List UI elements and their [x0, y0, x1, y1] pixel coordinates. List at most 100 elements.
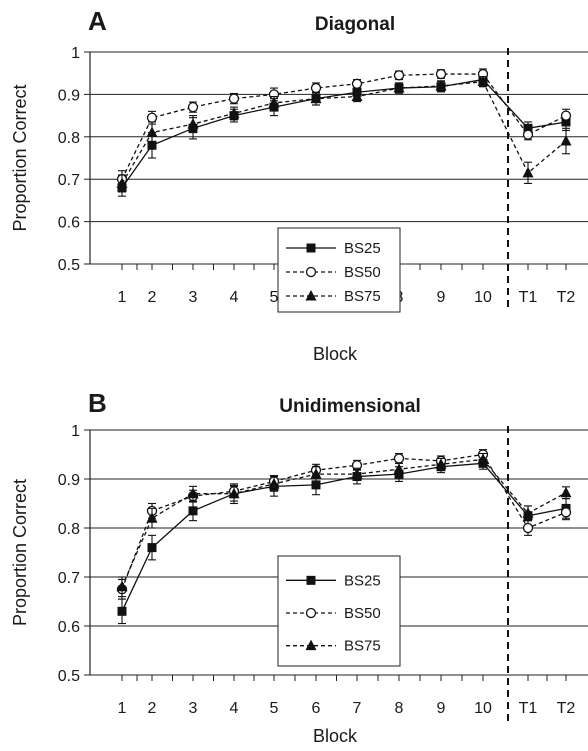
legend-label: BS75 [344, 288, 381, 305]
legend-box [277, 227, 401, 313]
legend-label: BS25 [344, 240, 381, 257]
data-point [268, 477, 280, 489]
data-point [228, 93, 240, 104]
data-point [147, 140, 157, 150]
legend-label: BS50 [344, 605, 381, 622]
data-point [116, 580, 128, 592]
data-point [187, 487, 199, 499]
y-tick-label: 0.8 [58, 130, 80, 147]
y-axis-label: Proportion Correct [10, 479, 30, 626]
x-tick-label: 2 [148, 700, 157, 717]
x-tick-label: 8 [395, 700, 404, 717]
x-axis-label: Block [313, 344, 358, 364]
y-tick-label: 1 [71, 45, 80, 62]
x-tick-label: 7 [353, 700, 362, 717]
data-point [393, 453, 405, 464]
data-point [560, 507, 572, 518]
legend-label: BS50 [344, 264, 381, 281]
data-point [522, 507, 534, 518]
data-point [393, 82, 405, 93]
data-point [228, 107, 240, 118]
legend-label: BS25 [344, 572, 381, 589]
y-tick-label: 0.7 [58, 570, 80, 587]
y-tick-label: 0.5 [58, 257, 80, 274]
y-tick-label: 0.5 [58, 668, 80, 685]
chart-panel-b: B Unidimensional 0.5 0.6 0.7 0.8 0.9 1 1 2 3 4 5 6 7 8 9… [10, 388, 588, 746]
data-point [146, 126, 158, 138]
legend-marker [305, 639, 317, 651]
data-point [146, 112, 158, 123]
data-point [187, 101, 199, 113]
legend: BS25 BS50 BS75 [277, 227, 401, 313]
data-point [523, 123, 533, 133]
series-bs25 [117, 72, 571, 197]
y-tick-label: 1 [71, 423, 80, 440]
x-tick-label: T2 [557, 700, 576, 717]
y-tick-label: 0.9 [58, 472, 80, 489]
legend-marker [306, 575, 316, 585]
y-tick-label: 0.9 [58, 87, 80, 104]
x-tick-label: 10 [474, 700, 492, 717]
data-point [477, 75, 489, 87]
data-point [393, 70, 405, 81]
x-tick-label: 9 [437, 700, 446, 717]
chart-title: Diagonal [315, 14, 395, 35]
series-bs50 [116, 68, 572, 189]
data-point [188, 506, 198, 516]
legend-label: BS75 [344, 638, 381, 655]
data-point [268, 96, 280, 108]
x-tick-label: 3 [189, 700, 198, 717]
data-point [435, 458, 447, 469]
series-line [121, 453, 484, 590]
data-point [522, 166, 534, 178]
x-tick-label: T1 [519, 700, 538, 717]
data-point [311, 480, 321, 490]
x-tick-label: 3 [189, 289, 198, 306]
series-line [121, 78, 484, 189]
legend-marker [306, 243, 316, 253]
y-tick-label: 0.7 [58, 172, 80, 189]
x-tick-label: 2 [148, 289, 157, 306]
legend-marker [305, 290, 317, 301]
data-point [522, 522, 534, 534]
series-line [121, 458, 484, 588]
panel-letter: B [88, 388, 107, 418]
legend-marker [305, 266, 317, 278]
x-tick-label: 1 [118, 700, 127, 717]
series-bs75 [116, 75, 572, 193]
data-point [435, 79, 447, 91]
x-tick-label: 10 [474, 289, 492, 306]
series-line [482, 462, 567, 517]
x-tick-label: T1 [519, 289, 538, 306]
x-tick-label: 5 [270, 700, 279, 717]
data-point [146, 512, 158, 523]
y-axis-label: Proportion Correct [10, 84, 30, 231]
legend-box [277, 555, 401, 667]
data-point [477, 453, 489, 464]
data-point [187, 118, 199, 129]
chart-title: Unidimensional [279, 396, 420, 417]
series-line [121, 462, 484, 612]
data-point [147, 543, 157, 553]
data-point [310, 82, 322, 94]
series-line [121, 81, 484, 184]
data-point [351, 90, 363, 102]
data-point [351, 78, 363, 89]
series-line [482, 79, 567, 130]
data-point [560, 135, 572, 146]
data-point [310, 92, 322, 104]
y-tick-label: 0.8 [58, 521, 80, 538]
x-tick-label: 5 [270, 289, 279, 306]
x-axis-label: Block [313, 726, 358, 746]
data-point [116, 177, 128, 188]
panel-letter: A [88, 6, 107, 36]
x-tick-label: 4 [230, 289, 239, 306]
y-tick-label: 0.6 [58, 215, 80, 232]
series-bs75 [116, 452, 572, 598]
x-tick-label: 6 [312, 700, 321, 717]
x-tick-label: T2 [557, 289, 576, 306]
data-point [393, 463, 405, 474]
data-point [560, 486, 572, 498]
